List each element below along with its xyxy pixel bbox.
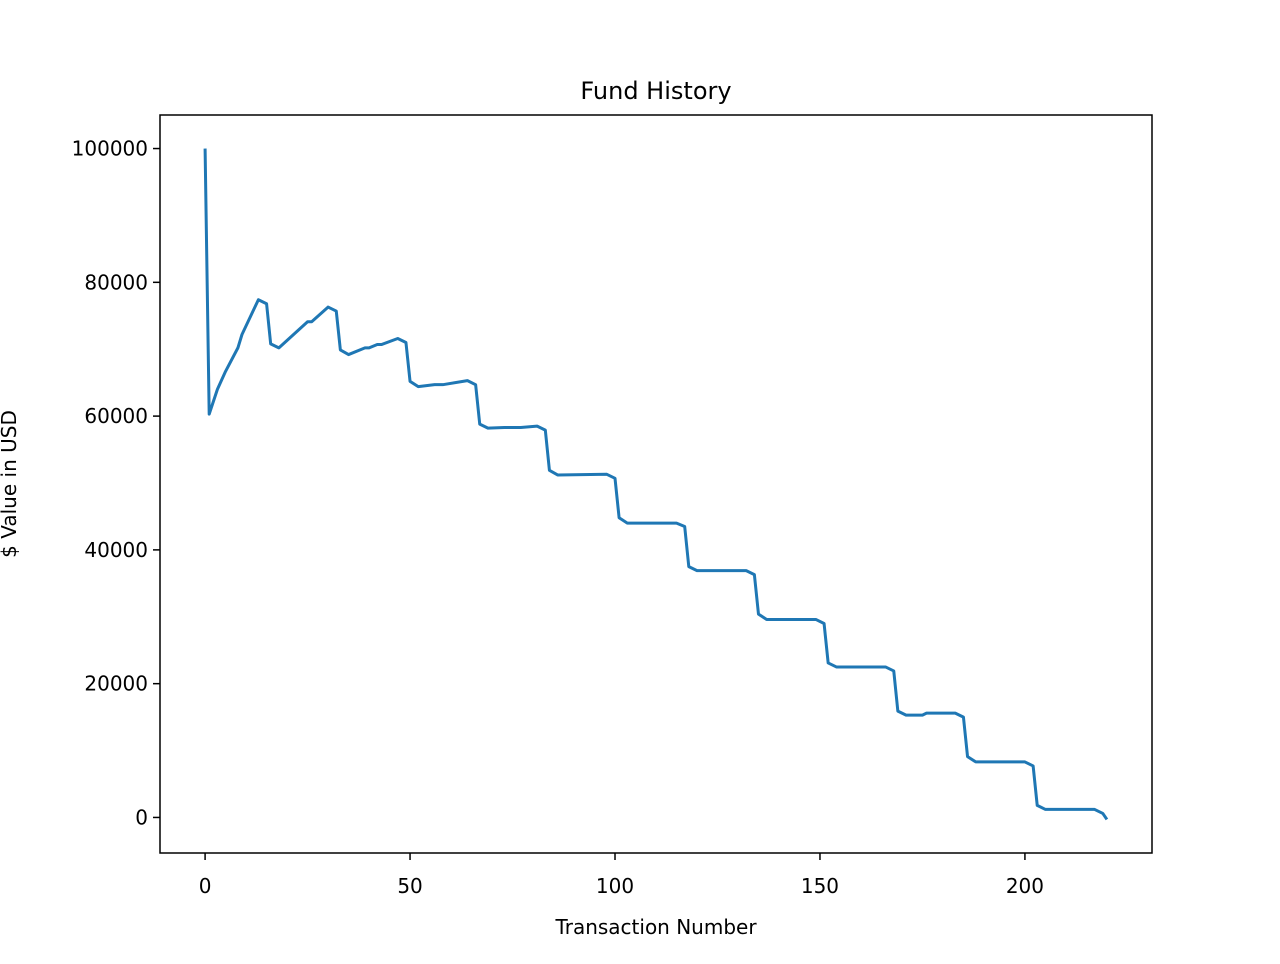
y-axis-label: $ Value in USD — [0, 410, 21, 558]
x-tick-label: 50 — [397, 874, 422, 898]
y-tick-label: 0 — [135, 805, 148, 829]
x-tick-label: 150 — [801, 874, 839, 898]
x-tick-label: 100 — [596, 874, 634, 898]
x-axis-label: Transaction Number — [554, 915, 757, 939]
y-tick-label: 40000 — [84, 538, 148, 562]
y-tick-label: 80000 — [84, 270, 148, 294]
data-line — [203, 148, 1109, 821]
y-tick-label: 60000 — [84, 404, 148, 428]
plot-area — [203, 148, 1109, 821]
x-tick-label: 0 — [199, 874, 212, 898]
y-tick-label: 100000 — [72, 137, 148, 161]
axes-frame — [159, 114, 1153, 854]
y-tick-label: 20000 — [84, 672, 148, 696]
chart-title: Fund History — [580, 77, 731, 105]
x-tick-label: 200 — [1006, 874, 1044, 898]
